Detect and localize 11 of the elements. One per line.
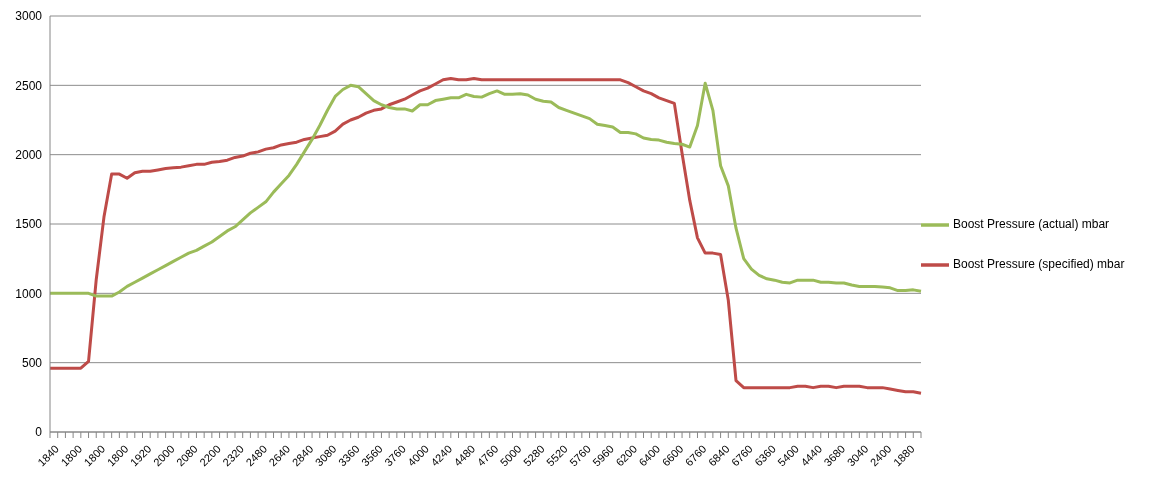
y-tick-label: 3000 [15, 9, 43, 24]
y-tick-label: 2500 [15, 78, 43, 93]
y-tick-label: 0 [35, 425, 43, 440]
line-series [48, 76, 923, 395]
line-series [48, 81, 923, 298]
legend-label: Boost Pressure (actual) mbar [953, 217, 1110, 231]
y-tick-label: 500 [21, 355, 43, 370]
y-tick-label: 1500 [15, 217, 43, 232]
legend-label: Boost Pressure (specified) mbar [953, 257, 1125, 271]
y-tick-label: 2000 [15, 147, 43, 162]
y-tick-label: 1000 [15, 286, 43, 301]
